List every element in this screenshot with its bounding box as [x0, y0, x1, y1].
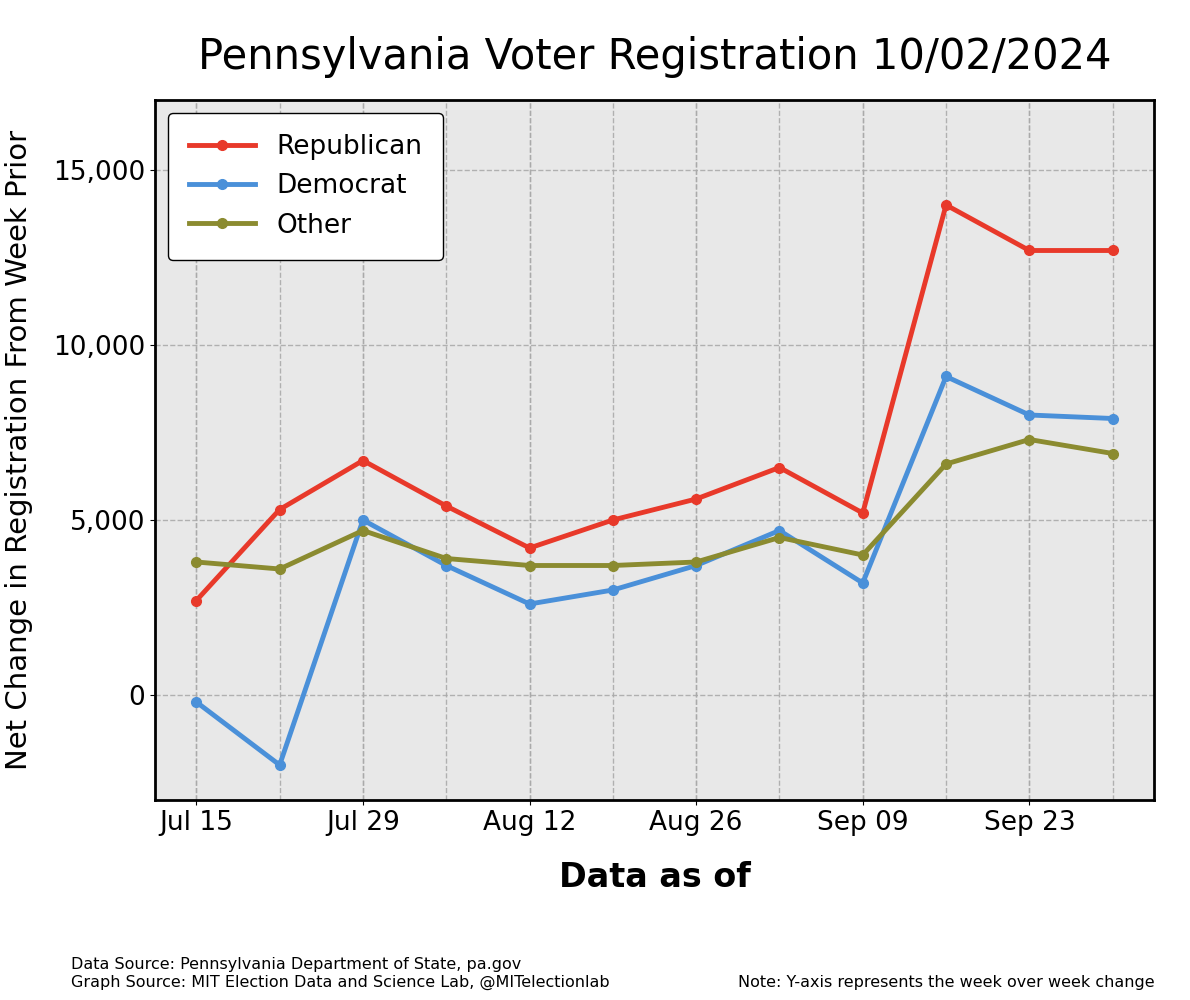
Other	[439, 552, 453, 564]
Other	[939, 458, 953, 470]
Other	[1022, 433, 1036, 445]
Democrat	[772, 524, 787, 536]
Democrat	[1022, 409, 1036, 421]
Republican	[772, 461, 787, 473]
Title: Pennsylvania Voter Registration 10/02/2024: Pennsylvania Voter Registration 10/02/20…	[198, 36, 1111, 78]
Democrat	[522, 598, 537, 610]
Other	[1106, 447, 1120, 459]
Republican	[1106, 244, 1120, 256]
Republican	[439, 500, 453, 512]
Text: Note: Y-axis represents the week over week change: Note: Y-axis represents the week over we…	[738, 975, 1154, 990]
Democrat	[939, 370, 953, 382]
Line: Democrat: Democrat	[192, 372, 1117, 770]
Democrat	[439, 559, 453, 571]
X-axis label: Data as of: Data as of	[558, 861, 751, 894]
Other	[606, 559, 620, 571]
Other	[772, 531, 787, 543]
Other	[522, 559, 537, 571]
Democrat	[1106, 412, 1120, 424]
Republican	[356, 454, 370, 466]
Democrat	[856, 577, 870, 589]
Republican	[273, 503, 287, 515]
Other	[856, 549, 870, 561]
Other	[356, 524, 370, 536]
Republican	[939, 199, 953, 211]
Republican	[606, 514, 620, 526]
Republican	[1022, 244, 1036, 256]
Line: Other: Other	[192, 435, 1117, 574]
Other	[273, 563, 287, 575]
Other	[689, 556, 703, 568]
Republican	[856, 507, 870, 519]
Republican	[189, 594, 203, 606]
Democrat	[273, 759, 287, 771]
Republican	[522, 542, 537, 554]
Republican	[689, 493, 703, 505]
Democrat	[189, 696, 203, 708]
Line: Republican: Republican	[192, 200, 1117, 605]
Legend: Republican, Democrat, Other: Republican, Democrat, Other	[168, 113, 443, 260]
Democrat	[356, 514, 370, 526]
Democrat	[689, 559, 703, 571]
Text: Data Source: Pennsylvania Department of State, pa.gov
Graph Source: MIT Election: Data Source: Pennsylvania Department of …	[71, 957, 610, 990]
Democrat	[606, 584, 620, 596]
Y-axis label: Net Change in Registration From Week Prior: Net Change in Registration From Week Pri…	[5, 130, 33, 770]
Other	[189, 556, 203, 568]
